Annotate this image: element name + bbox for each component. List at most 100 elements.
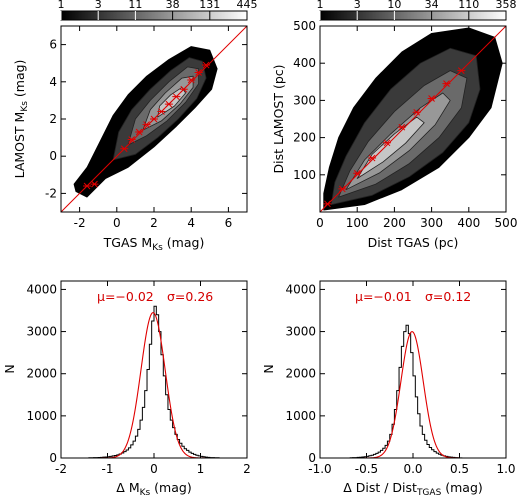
colorbar-tick-label: 3 xyxy=(95,0,102,11)
y-tick-label: 3000 xyxy=(26,325,57,339)
histogram-steps xyxy=(61,305,247,459)
x-label-hist-dist: Δ Dist / DistTGAS (mag) xyxy=(343,480,483,498)
plot-frame-hist-mks xyxy=(60,280,248,459)
y-tick-label: 500 xyxy=(293,19,316,33)
y-tick-label: 6 xyxy=(49,38,57,52)
y-label-mks: LAMOST MKs (mag) xyxy=(12,60,30,179)
x-tick-label: -0.5 xyxy=(355,462,378,476)
x-tick-label: 4 xyxy=(187,216,195,230)
y-label-hist-mks: N xyxy=(2,364,17,373)
colorbar-tick-label: 131 xyxy=(199,0,220,11)
x-tick-label: 1.0 xyxy=(496,462,515,476)
y-tick-label: 0 xyxy=(49,451,57,465)
y-tick-label: 2000 xyxy=(285,367,316,381)
binned-mean-marker xyxy=(412,108,421,116)
y-tick-label: -2 xyxy=(45,186,57,200)
binned-mean-marker xyxy=(457,67,466,74)
stat-sigma-mks: σ=0.26 xyxy=(167,289,213,304)
plot-frame-dist xyxy=(319,25,507,213)
binned-mean-marker xyxy=(397,123,406,131)
y-tick-label: 4000 xyxy=(26,282,57,296)
y-tick-label: 0 xyxy=(308,451,316,465)
binned-mean-marker xyxy=(194,69,203,76)
binned-mean-marker xyxy=(187,76,196,84)
panel-dist-density: 1 3 10 34 110 358 0 100 200 300 400 500 100 200 300 40… xyxy=(271,0,517,250)
y-tick-label: 2000 xyxy=(26,367,57,381)
binned-mean-marker xyxy=(368,154,377,162)
binned-mean-marker xyxy=(353,169,362,177)
x-tick-label: -2 xyxy=(74,216,86,230)
x-tick-label: 0.5 xyxy=(450,462,469,476)
binned-mean-marker xyxy=(338,185,347,193)
colorbar-tick-label: 11 xyxy=(128,0,142,11)
density-contour xyxy=(356,116,425,179)
binned-mean-marker xyxy=(202,61,211,69)
panel-dist-histogram: -1.0 -0.5 0.0 0.5 1.0 0 1000 2000 3000 4000 μ=−0.… xyxy=(261,280,516,498)
y-tick-label: 0 xyxy=(49,149,57,163)
stat-mu-mks: μ=−0.02 xyxy=(97,289,154,304)
x-tick-label: 2 xyxy=(150,216,158,230)
x-label-hist-mks: Δ MKs (mag) xyxy=(116,480,191,498)
colorbar-tick-label: 10 xyxy=(387,0,401,11)
binned-mean-marker xyxy=(142,121,151,128)
y-label-hist-dist: N xyxy=(261,364,276,373)
colorbar-tick-label: 3 xyxy=(354,0,361,11)
gaussian-fit-curve xyxy=(320,331,506,459)
stat-sigma-dist: σ=0.12 xyxy=(425,289,471,304)
y-tick-label: 2 xyxy=(49,112,57,126)
x-tick-label: 2 xyxy=(243,462,251,476)
x-tick-label: 400 xyxy=(457,216,480,230)
x-tick-label: 1 xyxy=(197,462,205,476)
y-tick-label: 3000 xyxy=(285,325,316,339)
x-tick-label: 500 xyxy=(495,216,518,230)
binned-mean-marker xyxy=(83,182,92,190)
y-tick-label: 1000 xyxy=(26,409,57,423)
y-tick-label: 4000 xyxy=(285,282,316,296)
y-tick-label: 1000 xyxy=(285,409,316,423)
colorbar-mks xyxy=(60,10,248,21)
plot-frame-hist-dist xyxy=(319,280,507,459)
stat-mu-dist: μ=−0.01 xyxy=(355,289,412,304)
colorbar-tick-label: 1 xyxy=(58,0,65,11)
y-tick-label: 100 xyxy=(293,168,316,182)
x-tick-label: 0 xyxy=(113,216,121,230)
binned-mean-marker xyxy=(164,100,173,108)
y-tick-label: 400 xyxy=(293,56,316,70)
colorbar-tick-label: 110 xyxy=(458,0,479,11)
binned-mean-marker xyxy=(179,85,188,93)
colorbar-tick-label: 358 xyxy=(496,0,517,11)
x-tick-label: -2 xyxy=(55,462,67,476)
binned-mean-marker xyxy=(127,136,136,143)
x-tick-label: 6 xyxy=(225,216,233,230)
x-tick-label: 0.0 xyxy=(403,462,422,476)
x-tick-label: -1.0 xyxy=(308,462,331,476)
colorbar-tick-label: 38 xyxy=(166,0,180,11)
colorbar-dist xyxy=(319,10,507,21)
binned-mean-marker xyxy=(442,80,451,88)
panel-mks-density: 1 3 11 38 131 445 -2 0 2 4 6 -2 0 2 4 6 TGAS MKs (mag)… xyxy=(12,0,258,253)
histogram-steps xyxy=(320,324,506,459)
x-tick-label: 200 xyxy=(383,216,406,230)
binned-mean-marker xyxy=(150,115,158,123)
binned-mean-marker xyxy=(120,145,129,153)
binned-mean-marker xyxy=(427,95,436,102)
binned-mean-marker xyxy=(323,200,332,208)
x-tick-label: 0 xyxy=(150,462,158,476)
y-tick-label: 4 xyxy=(49,75,57,89)
x-tick-label: 100 xyxy=(346,216,369,230)
x-label-mks: TGAS MKs (mag) xyxy=(103,235,205,253)
one-to-one-line xyxy=(319,25,507,213)
gaussian-fit-curve xyxy=(61,312,247,459)
y-tick-label: 300 xyxy=(293,93,316,107)
y-label-dist: Dist LAMOST (pc) xyxy=(271,64,286,173)
binned-mean-marker xyxy=(135,128,144,136)
colorbar-tick-label: 34 xyxy=(425,0,439,11)
x-tick-label: 300 xyxy=(420,216,443,230)
colorbar-tick-label: 445 xyxy=(237,0,258,11)
colorbar-tick-label: 1 xyxy=(317,0,324,11)
x-tick-label: 0 xyxy=(316,216,324,230)
binned-mean-marker xyxy=(157,108,166,115)
y-tick-label: 200 xyxy=(293,131,316,145)
